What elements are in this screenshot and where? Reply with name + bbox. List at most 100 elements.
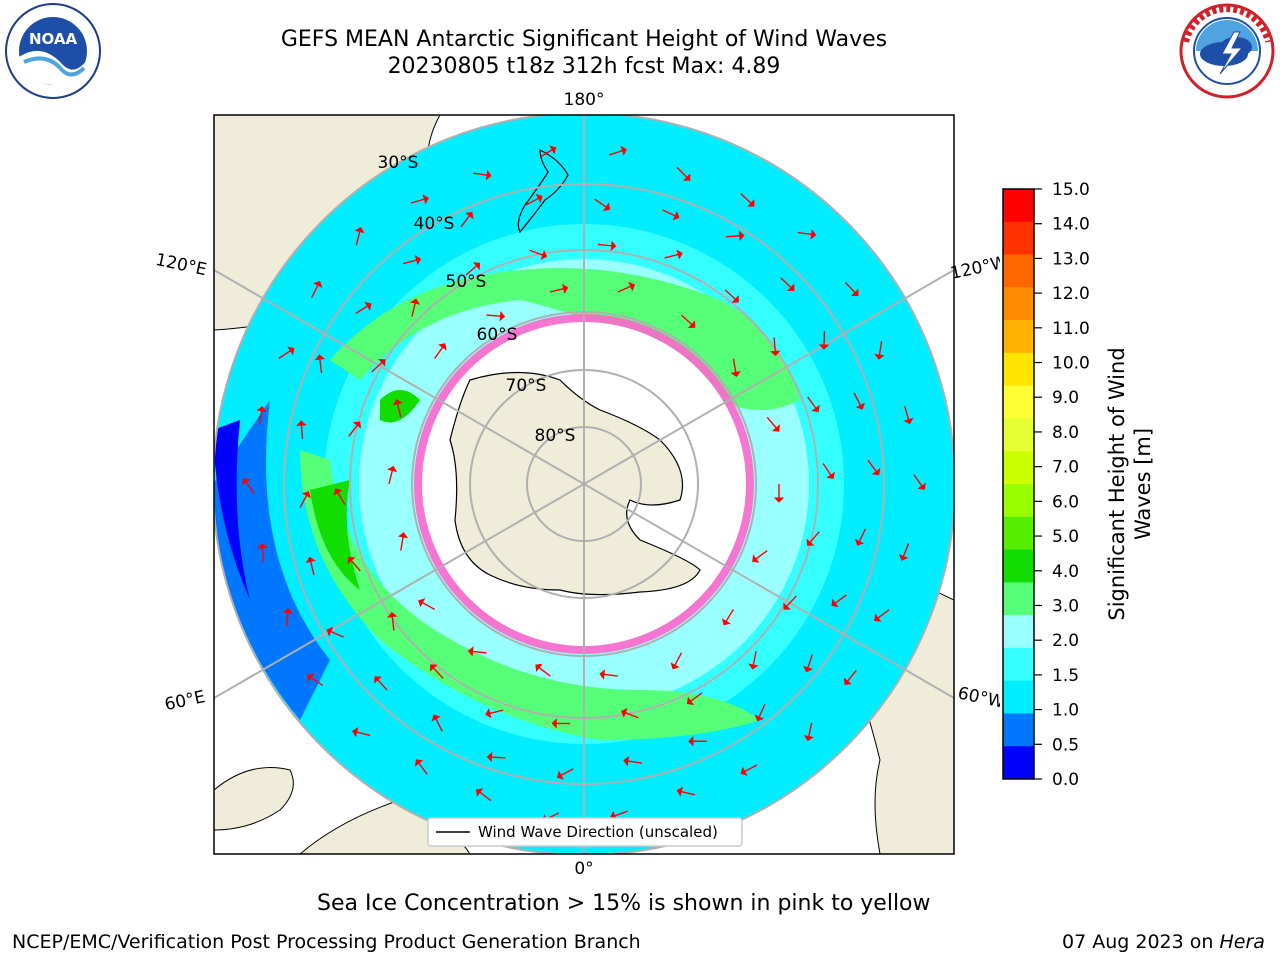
wind-arrow [422,601,435,610]
wind-arrow [539,149,553,158]
wind-arrow-head [752,554,760,563]
wind-arrow-head [803,735,814,742]
wind-arrow [486,314,501,317]
colorbar-box [1003,221,1034,256]
colorbar-box [1003,647,1034,682]
wind-arrow [434,346,444,360]
wind-arrow-head [414,255,422,266]
wind-arrow-head [352,421,362,429]
wind-arrow-head [686,696,695,706]
wind-arrow [258,410,263,425]
wind-arrow [465,265,478,276]
noaa-logo-icon: NOAA [5,3,101,99]
noaa-logo-text: NOAA [29,30,78,48]
wind-arrow-head [672,210,680,221]
wind-arrow [489,709,504,715]
wind-arrow-head [485,170,492,181]
wind-arrow-head [787,283,795,292]
wind-arrow-head [354,226,365,234]
wind-arrow-head [770,350,781,357]
footer-left: NCEP/EMC/Verification Post Processing Pr… [12,931,641,953]
wind-arrow [844,282,856,294]
wind-arrow [350,559,361,572]
wind-arrow [594,198,607,208]
wind-arrow-head [387,611,398,618]
wind-arrow-head [397,532,409,539]
wind-arrow [432,667,444,679]
wind-arrow [690,692,703,702]
wind-arrow-head [602,202,611,212]
wind-arrow-head [811,404,820,413]
wind-arrow-head [418,598,426,608]
colorbar-box [1003,189,1034,223]
wind-arrow [529,249,544,256]
colorbar-box [1003,713,1034,747]
wind-arrow [913,474,923,487]
wind-arrow-head [773,497,785,503]
wind-arrow-head [688,736,694,747]
wind-arrow [725,235,740,238]
wind-arrow [355,231,361,246]
wind-arrow-head [871,468,881,476]
wind-arrow [410,198,425,204]
wind-arrow [846,669,857,682]
wind-arrow-head [392,399,403,406]
wind-arrow-head [364,301,372,311]
wind-arrow-head [676,786,683,797]
wind-arrow [435,718,443,732]
wind-arrow [311,284,319,298]
africa-land [214,767,294,831]
wind-arrow-head [754,714,765,722]
wind-arrow [724,289,736,300]
wind-arrow [681,790,695,796]
wind-arrow-head [307,673,315,683]
wind-arrow [491,756,506,759]
wind-arrow-head [347,556,356,565]
wind-arrow-head [843,677,852,685]
colorbar-label-line2: Waves [m] [1131,428,1155,540]
wind-arrow-head [313,280,323,288]
wind-arrow-head [620,145,628,156]
wind-arrow-head [730,371,741,378]
lat-label-80s: 80°S [535,426,576,446]
wind-arrow [319,359,323,374]
wind-arrow [402,259,417,265]
colorbar-tick-label: 10.0 [1052,354,1090,374]
wind-arrow-head [620,708,628,718]
wind-arrow-head [556,770,564,780]
wind-arrow-head [431,714,441,722]
wind-arrow [625,712,639,719]
wind-arrow-head [467,646,474,657]
wind-arrow [473,172,488,176]
wind-arrow-head [818,344,830,350]
wind-arrow-head [314,354,326,361]
wind-arrow-head [256,406,267,413]
wind-arrow-head [806,538,815,546]
wind-arrow-head [352,727,359,738]
wind-arrow-head [826,471,835,480]
colorbar-box [1003,484,1034,518]
lat-label-60s: 60°S [477,325,518,345]
sea-ice-note: Sea Ice Concentration > 15% is shown in … [317,891,931,916]
wind-arrow-head [486,751,493,763]
colorbar-box [1003,549,1034,583]
wind-arrow [867,459,877,472]
wind-arrow-head [731,295,739,303]
wind-arrow-head [549,145,557,155]
wind-arrow [773,337,776,352]
wind-arrow-head [374,676,382,684]
wind-arrow [755,550,768,560]
legend-label: Wind Wave Direction (unscaled) [478,823,718,841]
wind-arrow-head [874,613,882,622]
colorbar-tick-label: 9.0 [1052,388,1079,408]
wind-arrow [285,612,289,627]
wind-arrow-head [485,708,492,719]
wind-arrow [752,651,757,666]
colorbar-tick-label: 6.0 [1052,492,1079,512]
wind-arrow [348,424,358,437]
wind-arrow [377,679,388,691]
wind-arrow [479,791,492,802]
wind-arrow-head [562,283,569,294]
wind-arrow [411,302,416,317]
wind-arrow [549,287,564,293]
